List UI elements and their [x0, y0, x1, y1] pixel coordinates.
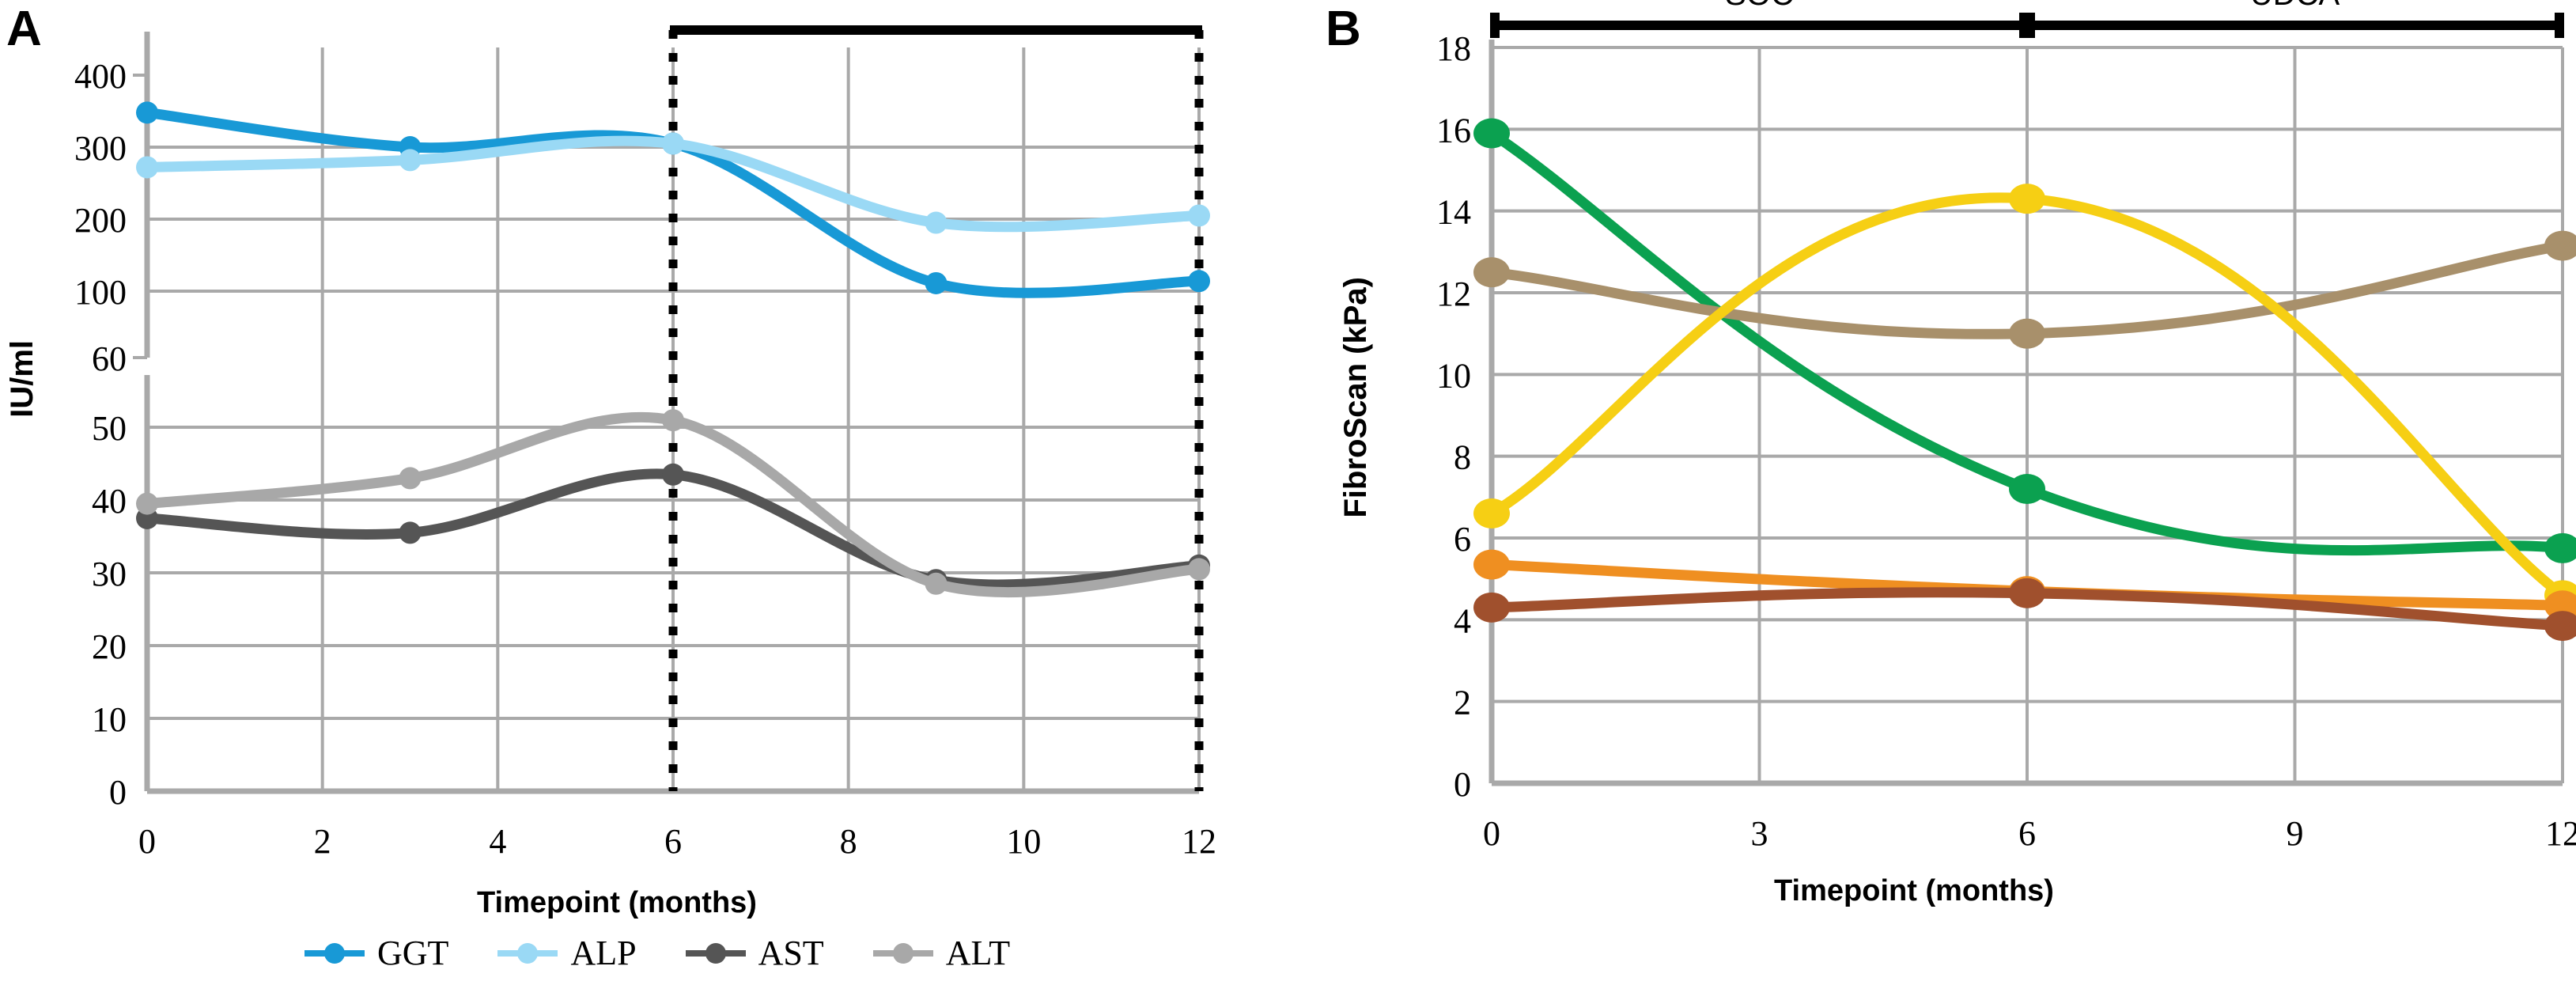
panel-b-data-point — [2544, 532, 2576, 563]
panel-b-x-tick: 9 — [2287, 814, 2304, 853]
panel-a-y-tick: 100 — [74, 273, 127, 312]
panel-a-data-point — [1188, 204, 1210, 227]
panel-b-y-tick: 14 — [1436, 193, 1471, 232]
panel-b-group-label: UDCA — [2250, 0, 2340, 12]
panel-a-y-tick: 40 — [92, 482, 127, 521]
legend-dot-marker — [892, 943, 914, 964]
panel-a-data-point — [662, 463, 684, 486]
panel-a-x-tick: 2 — [314, 822, 331, 861]
panel-b-data-point — [2009, 184, 2045, 214]
panel-b-y-tick: 18 — [1436, 29, 1471, 68]
panel-b-data-point — [2544, 611, 2576, 642]
legend-line-swatch — [685, 943, 746, 964]
panel-a-x-tick: 8 — [840, 822, 857, 861]
panel-a-plot: 0 10 20 30 40 50 60 100 200 300 400 0 2 4 6 8 10 12 — [74, 25, 1216, 861]
panel-b-y-tick: 0 — [1454, 765, 1471, 804]
panel-b-group-bar-soc — [1490, 13, 2029, 38]
panel-a-series-ALT — [136, 409, 1210, 598]
panel-a-y-tick: 0 — [109, 773, 127, 812]
panel-b-y-tick: 6 — [1454, 520, 1471, 559]
panel-a-data-point — [399, 467, 422, 490]
legend-dot-marker — [324, 943, 345, 964]
panel-a-y-tick: 60 — [92, 339, 127, 378]
panel-b-series-patient-green — [1473, 118, 2576, 563]
legend-label: GGT — [377, 934, 449, 972]
panel-b-data-point — [2544, 230, 2576, 261]
panel-a-y-tick: 300 — [74, 129, 127, 168]
panel-b-y-tick: 12 — [1436, 275, 1471, 313]
panel-b-data-point — [2009, 318, 2045, 349]
panel-b-x-tick: 12 — [2545, 814, 2576, 853]
panel-a-y-tick: 20 — [92, 627, 127, 666]
panel-b-x-tick: 6 — [2018, 814, 2036, 853]
panel-a-legend-item-alt: ALT — [872, 934, 1011, 972]
panel-a-data-point — [925, 572, 948, 595]
panel-b-data-point — [1473, 549, 1510, 580]
panel-a-series-ALP — [136, 132, 1210, 234]
panel-a-data-point — [1188, 558, 1210, 581]
panel-a-legend: GGT ALP AST ALT — [305, 936, 1059, 971]
panel-b: B FibroScan (kPa) 024681012141618036912S… — [1281, 0, 2576, 985]
panel-b-y-tick: 8 — [1454, 438, 1471, 477]
legend-line-swatch — [497, 943, 558, 964]
legend-label: AST — [758, 934, 824, 972]
panel-b-plot: 0 2 4 6 8 10 12 14 16 18 0 3 6 9 12 SOC UDCA — [1436, 0, 2576, 853]
panel-b-x-tick: 3 — [1751, 814, 1768, 853]
panel-a-legend-item-alp: ALP — [497, 934, 637, 972]
panel-a-y-tick: 50 — [92, 409, 127, 448]
legend-dot-marker — [705, 943, 726, 964]
panel-a-x-tick: 4 — [489, 822, 506, 861]
panel-b-x-axis-label: Timepoint (months) — [1774, 874, 2054, 907]
panel-b-y-tick: 10 — [1436, 356, 1471, 395]
panel-a-data-point — [399, 149, 422, 172]
panel-b-group-bar-udca — [2026, 13, 2564, 38]
panel-a-data-point — [136, 156, 158, 179]
panel-a-legend-item-ast: AST — [685, 934, 824, 972]
panel-b-y-tick: 4 — [1454, 601, 1471, 640]
panel-a-x-tick: 12 — [1182, 822, 1216, 861]
panel-a-data-point — [136, 101, 158, 124]
panel-a-data-point — [662, 409, 684, 432]
panel-b-series-patient-yellow — [1473, 184, 2576, 611]
panel-b-letter: B — [1326, 2, 1361, 56]
panel-a-x-tick: 6 — [664, 822, 682, 861]
panel-a-data-point — [925, 211, 948, 234]
panel-b-x-tick: 0 — [1483, 814, 1500, 853]
panel-a-data-point — [662, 132, 684, 155]
panel-b-group-label: SOC — [1725, 0, 1794, 12]
legend-line-swatch — [305, 943, 365, 964]
legend-dot-marker — [517, 943, 539, 964]
panel-b-data-point — [1473, 257, 1510, 288]
panel-a-data-point — [136, 492, 158, 515]
legend-label: ALT — [945, 934, 1011, 972]
legend-line-swatch — [872, 943, 933, 964]
panel-a-y-tick: 10 — [92, 700, 127, 739]
panel-a-x-tick: 10 — [1006, 822, 1041, 861]
panel-b-data-point — [1473, 592, 1510, 623]
panel-a-data-point — [1188, 270, 1210, 293]
panel-a-legend-item-ggt: GGT — [305, 936, 448, 971]
panel-a-x-tick: 0 — [138, 822, 156, 861]
panel-b-series-patient-brown — [1473, 578, 2576, 642]
panel-b-data-point — [1473, 498, 1510, 528]
panel-a-letter: A — [6, 2, 42, 56]
panel-b-data-point — [2009, 474, 2045, 504]
panel-a-y-tick: 200 — [74, 201, 127, 240]
panel-a-y-tick: 30 — [92, 555, 127, 593]
panel-b-data-point — [1473, 118, 1510, 149]
panel-a-y-tick: 400 — [74, 57, 127, 96]
panel-a-data-point — [925, 271, 948, 294]
panel-a-x-axis-label: Timepoint (months) — [477, 886, 757, 919]
panel-b-series-patient-tan — [1473, 230, 2576, 349]
legend-label: ALP — [570, 934, 637, 972]
panel-b-data-point — [2009, 578, 2045, 608]
panel-a: A IU/ml 0 10 20 30 40 50 60 100 200 300 400 0 2 4 6 8 10… — [0, 0, 1281, 985]
panel-a-data-point — [399, 521, 422, 544]
panel-b-y-tick: 2 — [1454, 684, 1471, 722]
panel-b-y-tick: 16 — [1436, 111, 1471, 150]
